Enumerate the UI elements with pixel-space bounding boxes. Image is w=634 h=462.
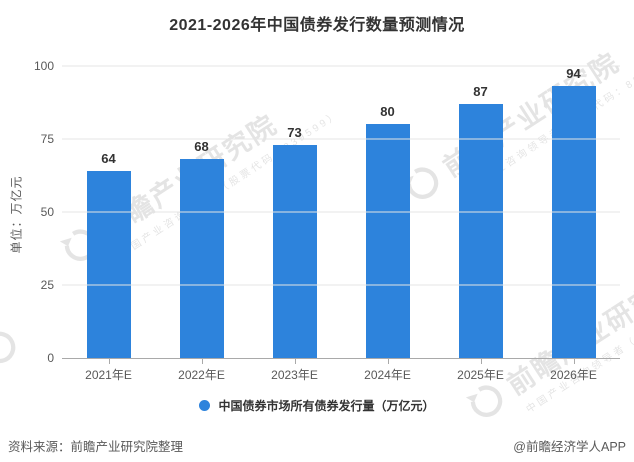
bar-column: 94 bbox=[527, 66, 620, 358]
chart-title: 2021-2026年中国债券发行数量预测情况 bbox=[169, 17, 465, 34]
bar-value-label: 73 bbox=[287, 124, 302, 140]
footer: 资料来源：前瞻产业研究院整理 @前瞻经济学人APP bbox=[0, 436, 634, 455]
plot-area: 64 68 73 80 87 94 bbox=[62, 65, 620, 359]
bar bbox=[458, 103, 503, 358]
bar-value-label: 80 bbox=[380, 104, 395, 120]
bar bbox=[272, 144, 317, 358]
bar-column: 73 bbox=[248, 66, 341, 358]
x-tick-label: 2021年E bbox=[85, 368, 132, 382]
x-axis-tick bbox=[108, 359, 110, 364]
credit-note: @前瞻经济学人APP bbox=[513, 440, 626, 454]
bar-column: 68 bbox=[155, 66, 248, 358]
bar-column: 87 bbox=[434, 66, 527, 358]
bar bbox=[86, 171, 131, 358]
x-tick-label: 2022年E bbox=[178, 368, 225, 382]
x-axis-tick bbox=[573, 359, 575, 364]
x-axis-tick bbox=[480, 359, 482, 364]
bars: 64 68 73 80 87 94 bbox=[62, 66, 620, 358]
gridline bbox=[62, 65, 620, 67]
bar-column: 80 bbox=[341, 66, 434, 358]
x-tick-label: 2026年E bbox=[550, 368, 597, 382]
y-tick-label: 75 bbox=[40, 132, 54, 146]
bar-value-label: 87 bbox=[473, 83, 488, 99]
y-tick-label: 25 bbox=[40, 278, 54, 292]
bar-column: 64 bbox=[62, 66, 155, 358]
x-tick-label: 2023年E bbox=[271, 368, 318, 382]
bar-value-label: 68 bbox=[194, 139, 209, 155]
bar-value-label: 64 bbox=[101, 151, 116, 167]
legend: 中国债券市场所有债券发行量（万亿元） bbox=[0, 397, 634, 414]
gridline bbox=[62, 284, 620, 286]
legend-label: 中国债券市场所有债券发行量（万亿元） bbox=[218, 399, 435, 413]
bar bbox=[551, 86, 596, 358]
bar bbox=[179, 159, 224, 358]
legend-marker bbox=[199, 400, 211, 411]
y-tick-label: 100 bbox=[33, 59, 54, 73]
bar bbox=[365, 124, 410, 358]
x-axis-labels: 2021年E 2022年E 2023年E 2024年E 2025年E 2026年E bbox=[62, 366, 620, 383]
x-tick-label: 2025年E bbox=[457, 368, 504, 382]
source-note: 资料来源：前瞻产业研究院整理 bbox=[8, 440, 184, 454]
bar-value-label: 94 bbox=[566, 66, 581, 81]
x-axis-ticks bbox=[62, 359, 620, 364]
x-tick-label: 2024年E bbox=[364, 368, 411, 382]
x-axis-tick bbox=[294, 359, 296, 364]
y-tick-label: 0 bbox=[47, 351, 54, 365]
gridline bbox=[62, 138, 620, 140]
x-axis-tick bbox=[387, 359, 389, 364]
y-tick-label: 50 bbox=[40, 205, 54, 219]
y-axis-labels: 0 25 50 75 100 bbox=[0, 59, 54, 365]
x-axis-tick bbox=[201, 359, 203, 364]
gridline bbox=[62, 211, 620, 213]
